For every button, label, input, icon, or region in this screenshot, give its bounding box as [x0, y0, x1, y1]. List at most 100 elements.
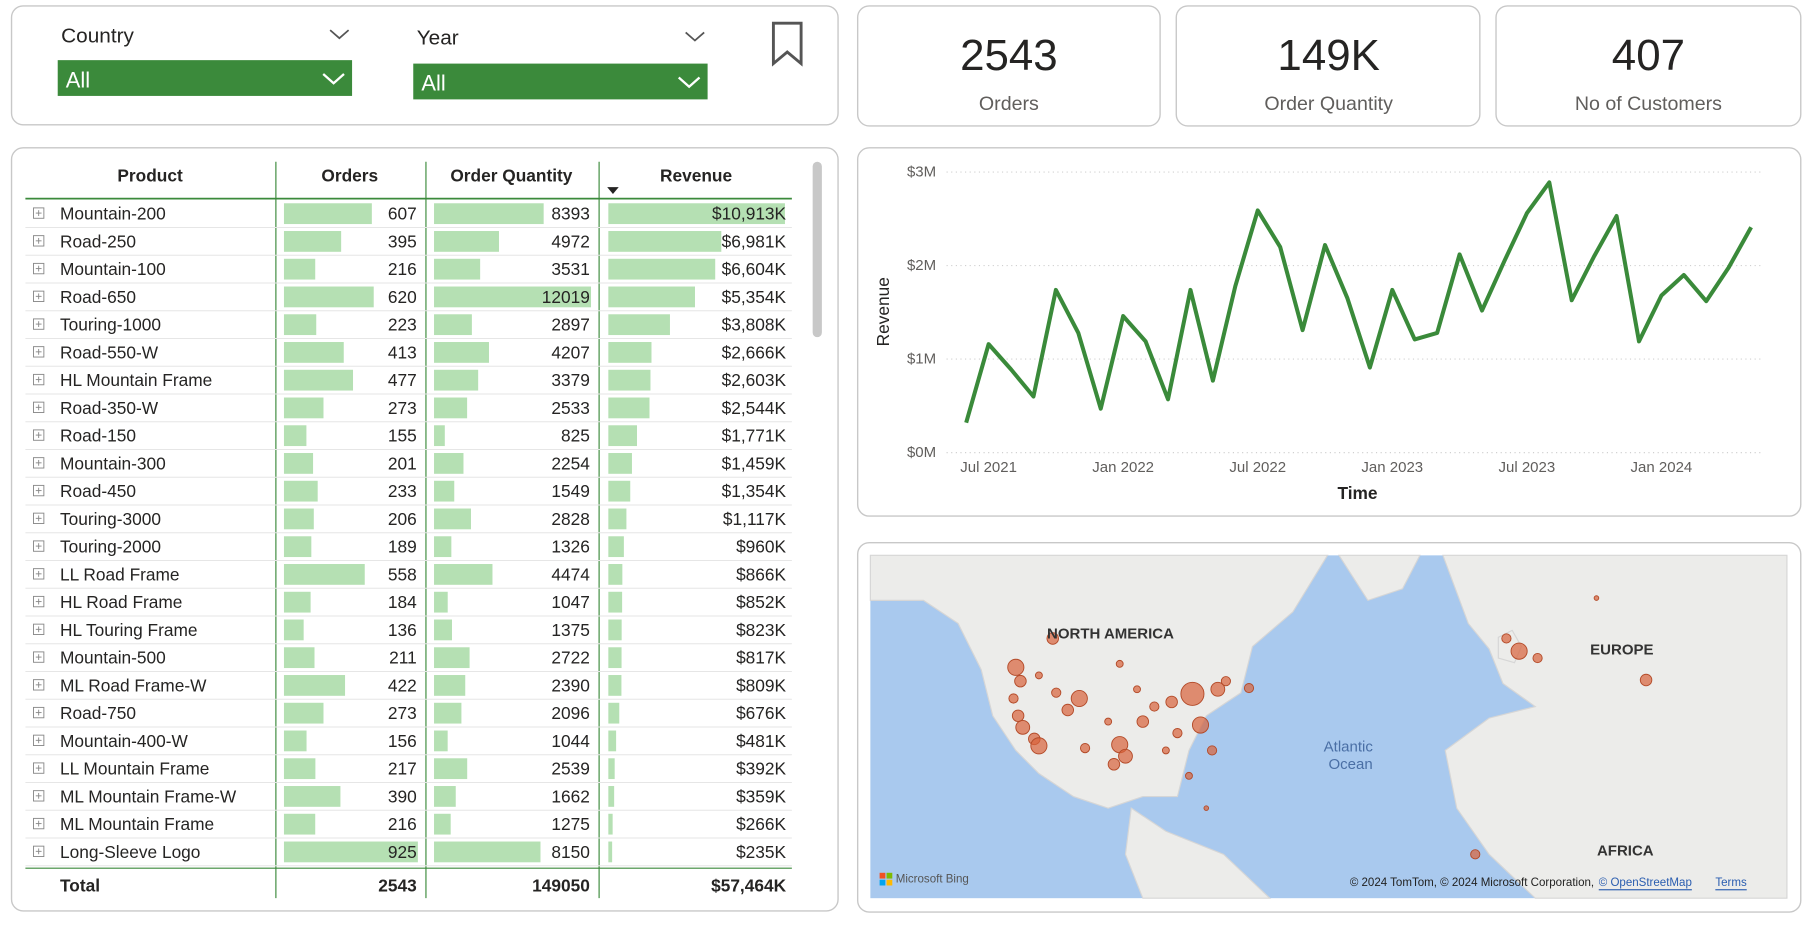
y-tick-label: $2M: [907, 257, 936, 274]
product-name: LL Road Frame: [60, 564, 180, 584]
chevron: [677, 76, 701, 89]
data-bar: [434, 564, 493, 585]
cell-value: $1,354K: [722, 481, 787, 501]
expand-icon[interactable]: [33, 401, 45, 413]
expand-icon[interactable]: [33, 290, 45, 302]
expand-icon[interactable]: [33, 429, 45, 441]
data-bar: [434, 314, 472, 336]
data-bar: [283, 286, 374, 308]
map-attribution: Microsoft Bing: [896, 874, 969, 886]
cell-value: 273: [388, 398, 417, 418]
cell-value: 3531: [551, 259, 589, 279]
data-bar: [283, 841, 418, 863]
cell-value: 4474: [551, 564, 590, 584]
cell-value: 2897: [551, 315, 589, 335]
expand-icon[interactable]: [33, 207, 45, 219]
data-bar: [608, 480, 631, 502]
cell-value: 477: [388, 370, 417, 390]
expand-icon[interactable]: [33, 595, 45, 608]
cell-value: 2722: [551, 648, 589, 668]
expand-icon[interactable]: [33, 790, 45, 802]
chevron: [329, 29, 350, 40]
data-bar: [434, 536, 452, 558]
cell-value: $6,604K: [722, 259, 787, 279]
expand-icon[interactable]: [33, 373, 45, 386]
data-bar: [608, 536, 624, 558]
logo: [886, 879, 893, 886]
cell-value: 273: [388, 703, 417, 723]
cell-value: 2096: [551, 703, 589, 723]
data-bar: [283, 758, 316, 780]
expand-icon[interactable]: [33, 346, 45, 358]
column-header[interactable]: Order Quantity: [450, 166, 572, 186]
cell-value: $2,666K: [722, 342, 787, 362]
data-bar: [608, 369, 651, 391]
cell-value: 216: [388, 814, 417, 834]
scrollbar[interactable]: [812, 161, 822, 338]
data-bar: [434, 203, 544, 225]
expand-icon[interactable]: [33, 817, 45, 830]
data-bar: [283, 730, 307, 752]
cell-value: 201: [388, 453, 417, 473]
product-name: Mountain-500: [60, 648, 166, 668]
expand-icon[interactable]: [33, 762, 45, 774]
expand-icon[interactable]: [33, 540, 45, 552]
map-label: AFRICA: [1597, 842, 1654, 859]
expand-icon[interactable]: [33, 262, 45, 275]
map-link[interactable]: © OpenStreetMap: [1599, 877, 1692, 889]
cell-value: $1,117K: [723, 509, 787, 529]
column-header[interactable]: Product: [117, 166, 183, 186]
expand-icon[interactable]: [33, 318, 45, 330]
expand-icon[interactable]: [33, 734, 45, 746]
cell-value: $3,808K: [722, 315, 787, 335]
data-bar: [434, 508, 471, 530]
product-name: ML Mountain Frame: [60, 814, 214, 834]
expand-icon[interactable]: [33, 845, 45, 857]
expand-icon[interactable]: [33, 651, 45, 663]
cell-value: $676K: [736, 703, 786, 723]
year-dropdown[interactable]: [413, 63, 708, 100]
data-bar: [283, 342, 344, 363]
expand-icon[interactable]: [33, 706, 45, 719]
total-value: 149050: [532, 875, 590, 895]
line-series: [964, 180, 1753, 424]
data-bar: [283, 397, 324, 419]
expand-icon[interactable]: [33, 235, 45, 247]
expand-icon[interactable]: [33, 679, 45, 691]
cell-value: 607: [388, 204, 417, 224]
column-header[interactable]: Orders: [321, 166, 378, 186]
kpi-card: [856, 5, 1161, 127]
product-name: Long-Sleeve Logo: [60, 842, 200, 862]
map-link[interactable]: Terms: [1715, 877, 1747, 889]
expand-icon[interactable]: [33, 457, 45, 469]
data-bar: [608, 231, 722, 252]
data-bar: [434, 619, 452, 641]
product-name: LL Mountain Frame: [60, 759, 209, 779]
chevron: [322, 73, 345, 85]
data-bar: [283, 203, 372, 225]
cell-value: 12019: [542, 287, 590, 307]
column-header[interactable]: Revenue: [660, 166, 732, 186]
expand-icon[interactable]: [33, 512, 45, 524]
x-axis-title: Time: [1337, 483, 1377, 503]
product-name: Road-450: [60, 481, 136, 501]
cell-value: 216: [388, 259, 417, 279]
product-name: Road-650: [60, 287, 136, 307]
cell-value: 2390: [551, 675, 589, 695]
bookmark-icon[interactable]: [771, 21, 803, 67]
product-name: ML Mountain Frame-W: [60, 786, 237, 806]
expand-icon[interactable]: [33, 623, 45, 635]
product-name: HL Road Frame: [60, 592, 182, 612]
country-dropdown[interactable]: [57, 60, 353, 96]
data-bar: [283, 453, 314, 474]
chevron: [685, 31, 705, 42]
data-bar: [608, 730, 617, 752]
data-bar: [608, 342, 652, 363]
data-bar: [434, 480, 455, 502]
product-name: Road-750: [60, 703, 136, 723]
map[interactable]: NORTH AMERICA EUROPE AFRICA Atlantic Oce…: [869, 554, 1788, 899]
expand-icon[interactable]: [33, 484, 45, 497]
data-bar: [434, 591, 448, 613]
data-bar: [434, 397, 468, 419]
expand-icon[interactable]: [33, 568, 45, 580]
